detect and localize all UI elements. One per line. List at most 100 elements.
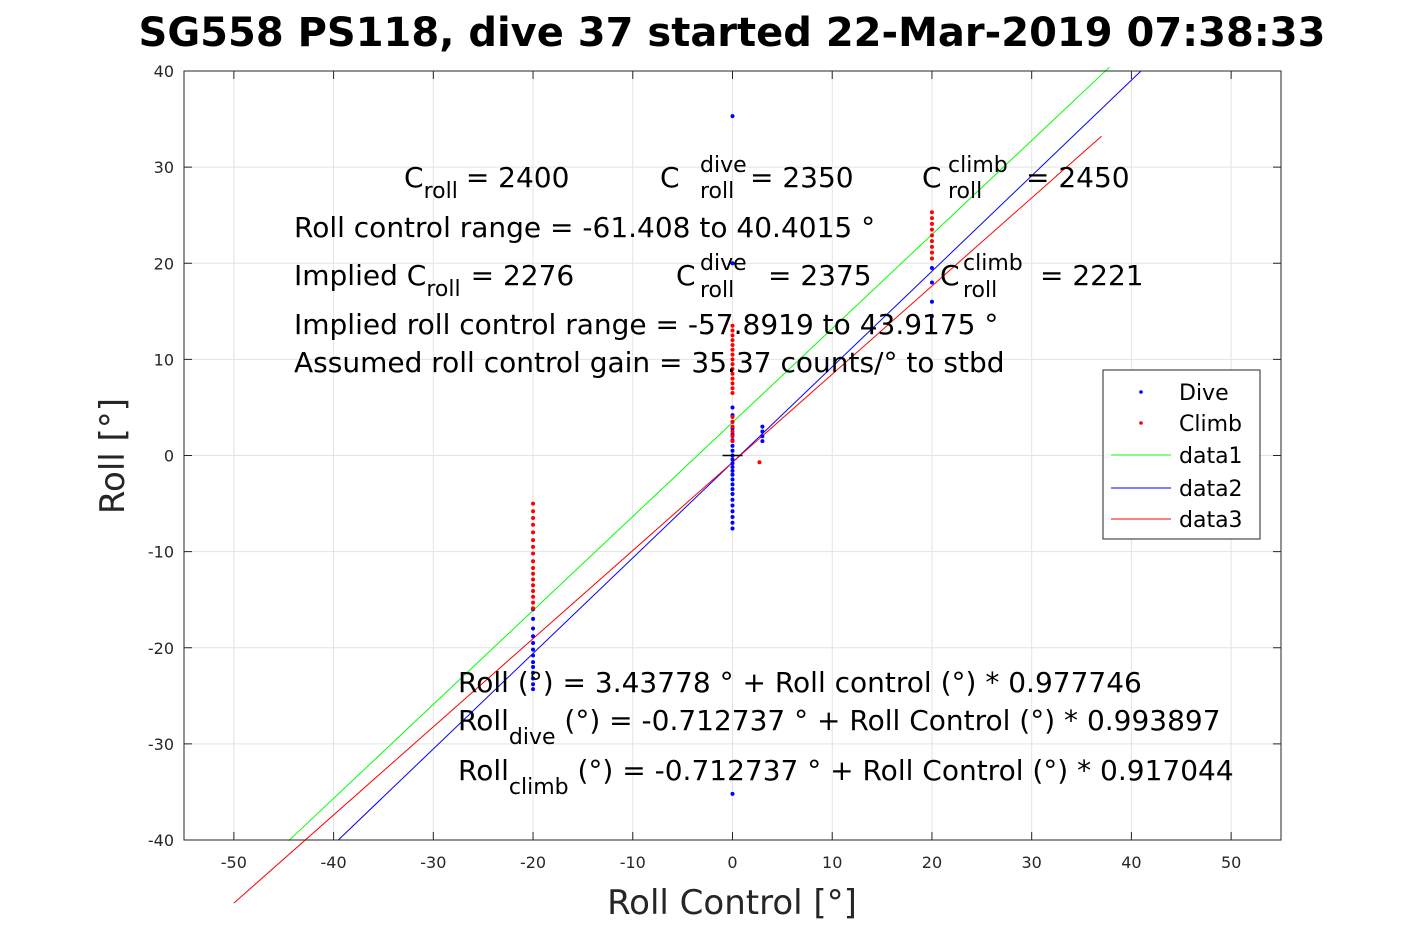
point-dive — [730, 457, 735, 462]
y-tick-label: 10 — [154, 350, 174, 369]
y-tick-label: 40 — [154, 62, 174, 81]
point-dive — [730, 482, 735, 487]
point-dive — [730, 472, 735, 477]
point-climb — [929, 221, 934, 226]
point-climb — [531, 565, 536, 570]
grid-lines — [184, 70, 1281, 841]
point-dive — [531, 653, 536, 658]
point-dive — [531, 676, 536, 681]
point-climb — [730, 328, 735, 333]
y-tick-label: 30 — [154, 158, 174, 177]
annotation-implied-range: Implied roll control range = -57.8919 to… — [294, 308, 998, 341]
point-dive — [531, 664, 536, 669]
point-dive — [730, 461, 735, 466]
point-climb — [730, 357, 735, 362]
point-climb — [730, 419, 735, 424]
point-climb — [730, 338, 735, 343]
legend-label-data3: data3 — [1179, 508, 1243, 533]
point-dive — [730, 487, 735, 492]
point-climb — [730, 347, 735, 352]
y-tick-labels: -40 -30 -20 -10 0 10 20 30 40 — [148, 62, 174, 850]
x-tick-label: 0 — [727, 853, 737, 872]
chart-title: SG558 PS118, dive 37 started 22-Mar-2019… — [139, 10, 1326, 56]
x-tick-label: -30 — [420, 853, 446, 872]
point-climb — [730, 424, 735, 429]
y-tick-label: 0 — [164, 447, 174, 466]
point-dive — [531, 616, 536, 621]
annotation-croll: Croll = 2400 — [404, 161, 569, 204]
point-climb — [929, 227, 934, 232]
point-dive — [730, 509, 735, 514]
point-climb — [730, 342, 735, 347]
point-climb — [730, 386, 735, 391]
point-climb — [531, 522, 536, 527]
point-climb — [929, 233, 934, 238]
x-tick-labels: -50 -40 -30 -20 -10 0 10 20 30 40 50 — [221, 853, 1242, 872]
point-dive — [531, 626, 536, 631]
x-tick-label: 30 — [1022, 853, 1042, 872]
annotation-fit: Roll (°) = 3.43778 ° + Roll control (°) … — [458, 666, 1142, 699]
point-dive — [531, 640, 536, 645]
point-climb — [730, 415, 735, 420]
point-dive — [929, 280, 934, 285]
point-climb — [531, 530, 536, 535]
point-dive — [531, 634, 536, 639]
point-climb — [531, 606, 536, 611]
y-tick-label: -10 — [148, 543, 174, 562]
point-dive — [730, 468, 735, 473]
point-dive — [760, 424, 765, 429]
point-dive — [531, 660, 536, 665]
point-climb — [531, 577, 536, 582]
y-tick-label: -20 — [148, 639, 174, 658]
point-dive — [730, 520, 735, 525]
y-tick-label: 20 — [154, 254, 174, 273]
point-climb — [730, 429, 735, 434]
point-climb — [757, 460, 762, 465]
point-climb — [929, 216, 934, 221]
fit-line-data3 — [233, 135, 1102, 904]
point-dive — [929, 314, 934, 319]
x-tick-label: -50 — [221, 853, 247, 872]
point-climb — [531, 544, 536, 549]
point-dive — [730, 448, 735, 453]
point-dive — [730, 405, 735, 410]
x-axis-label: Roll Control [°] — [607, 883, 857, 923]
annotation-implied-croll: Implied Croll = 2276 — [294, 259, 574, 302]
point-dive — [730, 443, 735, 448]
point-climb — [929, 210, 934, 215]
point-dive — [730, 515, 735, 520]
legend-label-climb: Climb — [1179, 412, 1242, 437]
point-climb — [730, 362, 735, 367]
y-tick-label: -30 — [148, 735, 174, 754]
point-climb — [531, 594, 536, 599]
point-climb — [531, 501, 536, 506]
point-climb — [730, 366, 735, 371]
point-climb — [730, 371, 735, 376]
point-climb — [730, 323, 735, 328]
x-tick-label: 10 — [822, 853, 842, 872]
point-climb — [531, 583, 536, 588]
point-dive — [531, 682, 536, 687]
plot-frame — [183, 70, 1282, 841]
x-tick-label: 40 — [1121, 853, 1141, 872]
point-climb — [730, 391, 735, 396]
point-dive — [929, 266, 934, 271]
point-climb — [531, 589, 536, 594]
legend: Dive Climb data1 data2 data3 — [1102, 369, 1261, 540]
annotation-fit-dive: Rolldive (°) = -0.712737 ° + Roll Contro… — [458, 704, 1221, 750]
legend-label-dive: Dive — [1179, 381, 1229, 406]
point-dive — [730, 503, 735, 508]
x-tick-label: -10 — [620, 853, 646, 872]
point-climb — [531, 559, 536, 564]
x-tick-label: 50 — [1221, 853, 1241, 872]
point-climb — [730, 434, 735, 439]
point-dive — [531, 647, 536, 652]
point-dive — [730, 491, 735, 496]
point-dive — [730, 526, 735, 531]
fit-line-data1 — [288, 66, 1110, 842]
annotation-gain: Assumed roll control gain = 35.37 counts… — [294, 346, 1005, 379]
x-tick-label: 20 — [922, 853, 942, 872]
